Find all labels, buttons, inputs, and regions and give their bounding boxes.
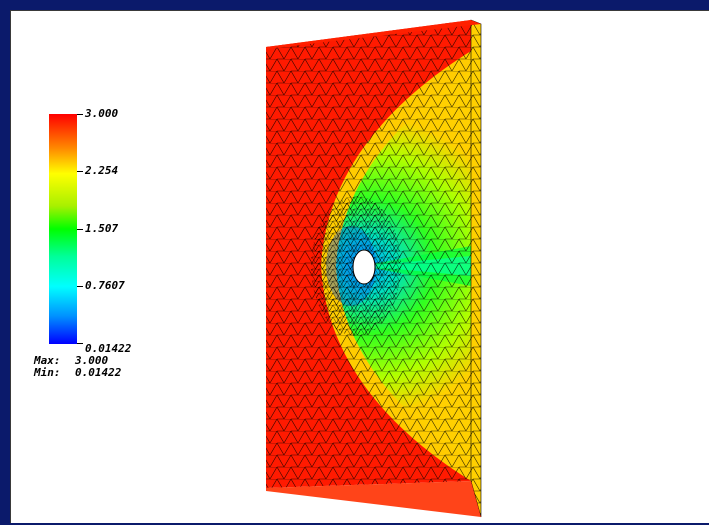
colorbar (49, 114, 77, 344)
legend-tick-label: 3.000 (85, 107, 119, 120)
plate-top-edge (266, 20, 481, 49)
legend-tick (77, 229, 83, 230)
legend-tick (77, 171, 83, 172)
color-legend: 3.000 2.254 1.507 0.7607 0.01422 Max: 3.… (34, 108, 189, 394)
legend-tick-label: 0.7607 (85, 279, 125, 292)
legend-tick (77, 286, 83, 287)
legend-tick (77, 343, 83, 344)
legend-tick-label: 1.507 (85, 222, 119, 235)
mesh-plot (266, 19, 482, 518)
min-label: Min: (34, 366, 61, 379)
max-label: Max: (34, 354, 61, 367)
legend-tick (77, 114, 83, 115)
max-value: 3.000 (75, 354, 109, 367)
plate-face (266, 20, 471, 488)
legend-tick-label: 2.254 (85, 164, 119, 177)
legend-tick-label: 0.01422 (85, 342, 132, 355)
plate-bottom-edge (266, 481, 481, 517)
min-value: 0.01422 (75, 366, 122, 379)
render-viewport[interactable]: 3.000 2.254 1.507 0.7607 0.01422 Max: 3.… (10, 10, 709, 523)
hole (352, 249, 376, 285)
